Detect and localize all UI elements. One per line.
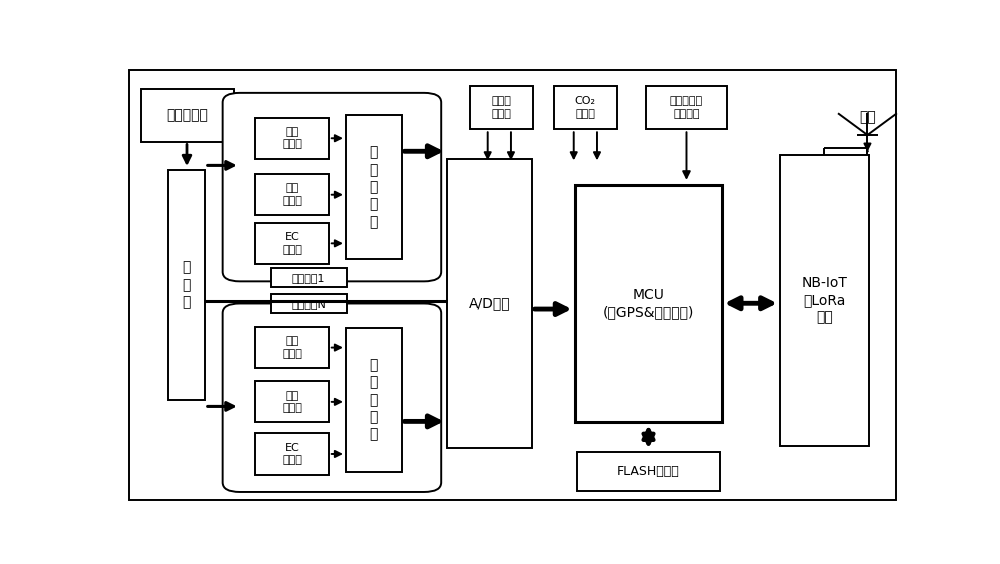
Text: 温度
传感器: 温度 传感器 [282, 336, 302, 359]
Text: 天线: 天线 [859, 110, 876, 124]
FancyBboxPatch shape [168, 170, 205, 400]
FancyBboxPatch shape [271, 268, 347, 288]
FancyBboxPatch shape [577, 452, 720, 491]
FancyBboxPatch shape [255, 223, 329, 264]
FancyBboxPatch shape [255, 381, 329, 422]
Text: A/D转换: A/D转换 [468, 296, 510, 310]
FancyBboxPatch shape [271, 294, 347, 314]
FancyBboxPatch shape [255, 174, 329, 215]
Text: 温度
传感器: 温度 传感器 [282, 127, 302, 149]
Text: EC
传感器: EC 传感器 [282, 443, 302, 465]
FancyBboxPatch shape [346, 116, 402, 259]
FancyBboxPatch shape [447, 159, 532, 448]
Text: EC
传感器: EC 传感器 [282, 232, 302, 254]
Text: CO₂
传感器: CO₂ 传感器 [575, 96, 596, 119]
Text: 传感器组N: 传感器组N [291, 299, 326, 309]
FancyBboxPatch shape [574, 185, 722, 422]
Text: NB-IoT
或LoRa
通信: NB-IoT 或LoRa 通信 [802, 276, 847, 324]
Text: 水分
传感器: 水分 传感器 [282, 391, 302, 413]
FancyBboxPatch shape [223, 303, 441, 492]
Text: MCU
(含GPS&北斗定位): MCU (含GPS&北斗定位) [602, 288, 694, 319]
Text: 水分
传感器: 水分 传感器 [282, 183, 302, 206]
Text: 采
集
预
处
理: 采 集 预 处 理 [370, 358, 378, 442]
Text: 太阳能电池: 太阳能电池 [166, 108, 208, 122]
FancyBboxPatch shape [140, 90, 234, 142]
FancyBboxPatch shape [223, 93, 441, 281]
FancyBboxPatch shape [346, 328, 402, 472]
FancyBboxPatch shape [255, 433, 329, 474]
FancyBboxPatch shape [554, 86, 617, 129]
FancyBboxPatch shape [470, 86, 533, 129]
FancyBboxPatch shape [255, 118, 329, 159]
Text: 传感器组1: 传感器组1 [292, 273, 325, 283]
FancyBboxPatch shape [255, 327, 329, 368]
Text: FLASH存储器: FLASH存储器 [617, 465, 680, 478]
Text: 光照度
传感器: 光照度 传感器 [492, 96, 512, 119]
FancyBboxPatch shape [646, 86, 727, 129]
FancyBboxPatch shape [780, 155, 869, 446]
Text: 人体接近防
盗传感器: 人体接近防 盗传感器 [670, 96, 703, 119]
Text: 蓄
电
池: 蓄 电 池 [182, 261, 190, 309]
Text: 采
集
预
处
理: 采 集 预 处 理 [370, 146, 378, 229]
